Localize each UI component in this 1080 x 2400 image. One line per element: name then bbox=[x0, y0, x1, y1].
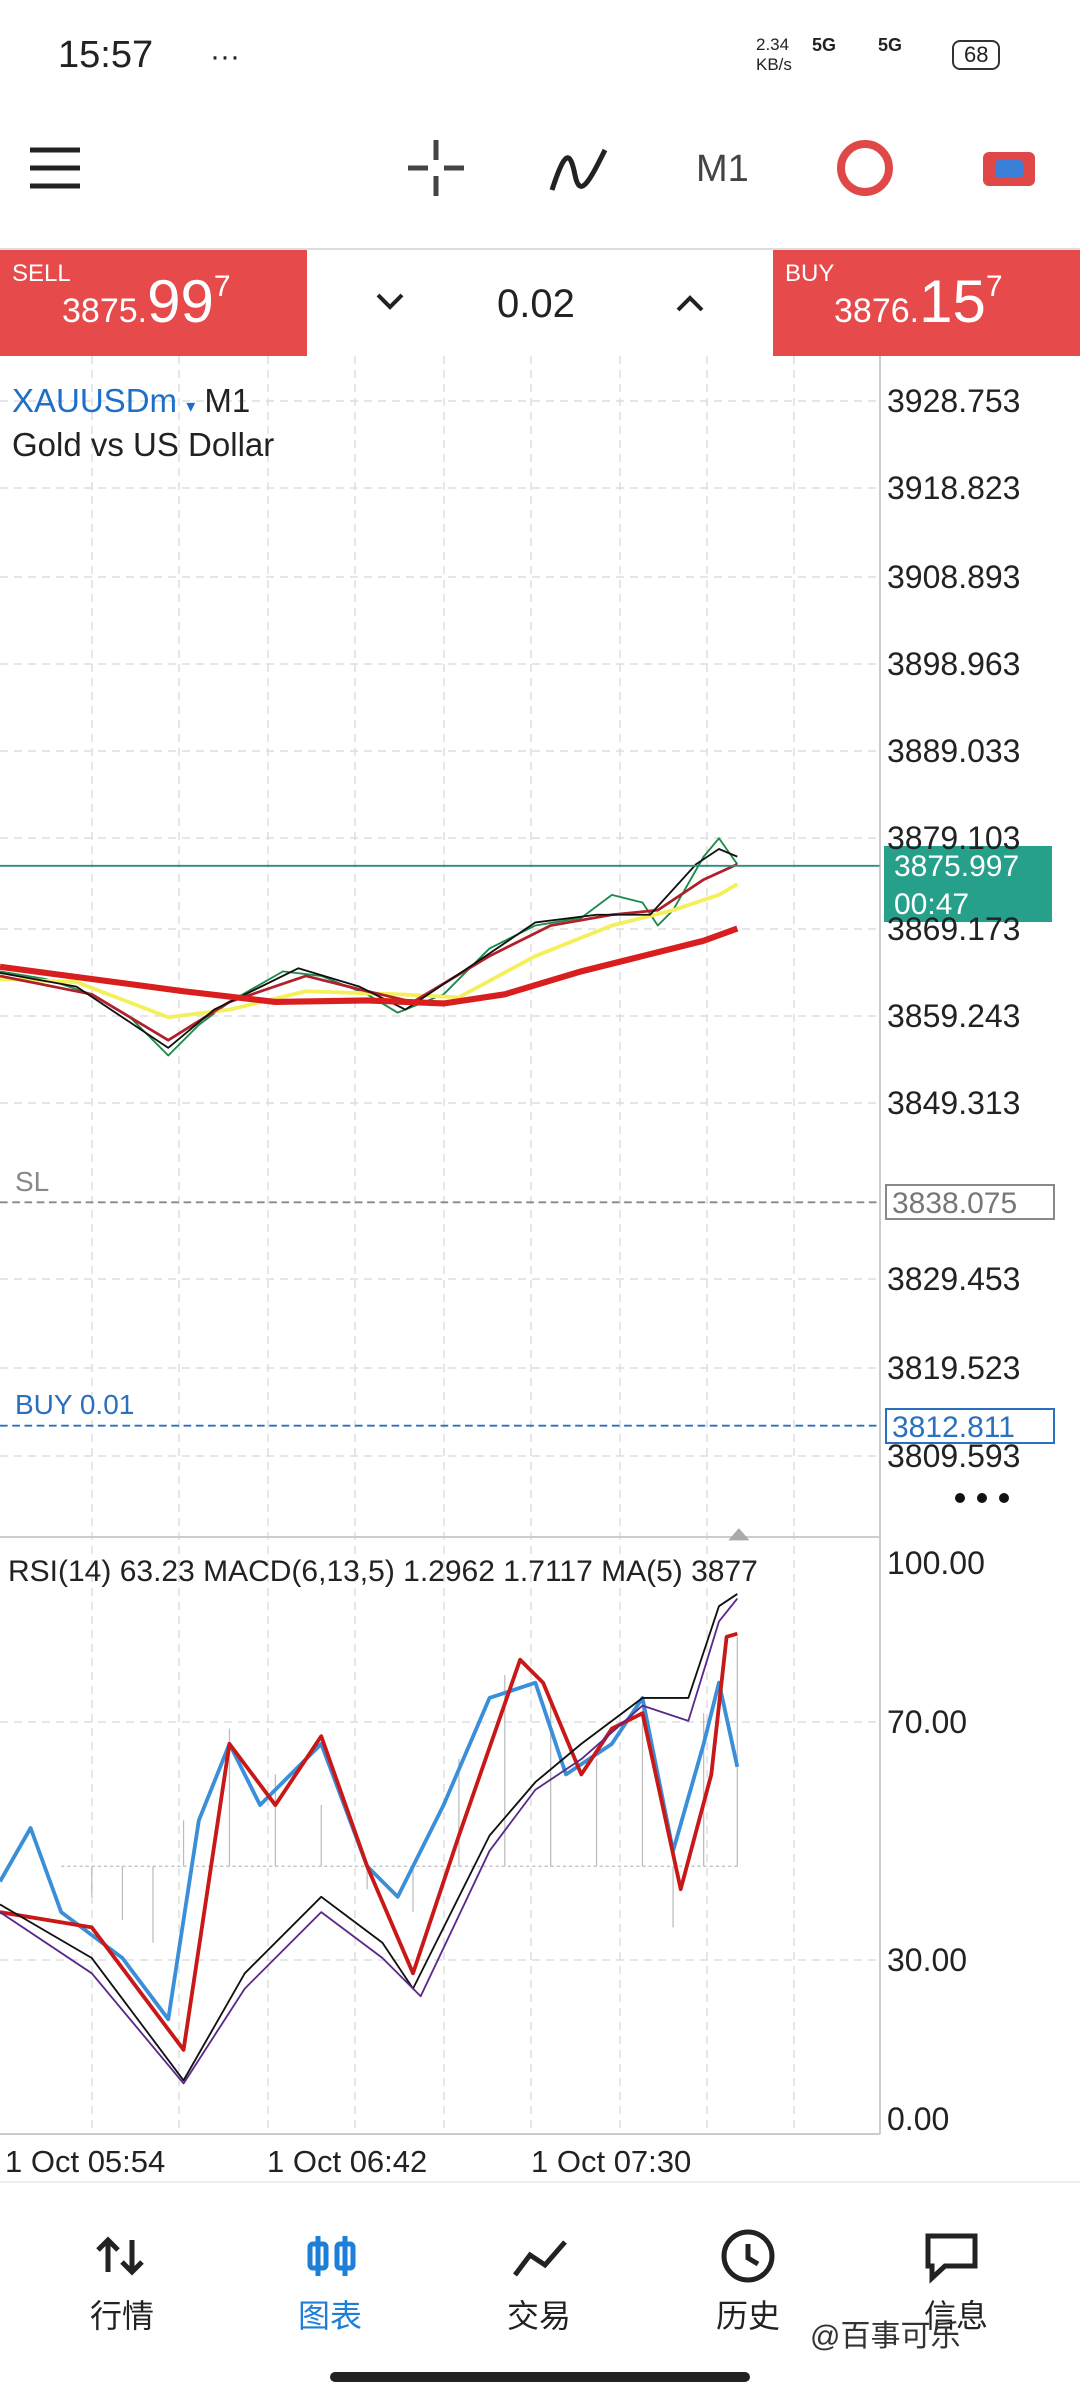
clock-icon[interactable] bbox=[837, 140, 893, 196]
rsi-line bbox=[0, 1680, 740, 2022]
indicator-axis-label: 100.00 bbox=[887, 1545, 985, 1581]
toolbar-icons bbox=[30, 140, 1035, 196]
price-axis-label: 3859.243 bbox=[887, 998, 1021, 1034]
candles bbox=[0, 837, 739, 1057]
nav-tab[interactable]: 信息 bbox=[923, 2298, 988, 2334]
price-axis-label: 3849.313 bbox=[887, 1085, 1021, 1121]
ma-line bbox=[0, 1597, 739, 2085]
watermark: @百事可乐 bbox=[810, 2320, 961, 2353]
price-axis-label: 3918.823 bbox=[887, 470, 1021, 506]
order-tag bbox=[885, 1408, 1055, 1444]
sell-price-big: 99 bbox=[147, 268, 214, 335]
sell-label: SELL bbox=[12, 260, 71, 287]
price-axis-label: 3908.893 bbox=[887, 559, 1021, 595]
battery: 68 bbox=[952, 40, 1001, 70]
price-axis-label: 3819.523 bbox=[887, 1350, 1021, 1386]
volume[interactable]: 0.02 bbox=[497, 282, 575, 326]
sl-label: SL bbox=[15, 1166, 50, 1197]
sell-button[interactable] bbox=[0, 249, 307, 356]
buy-price: 3876.157 bbox=[834, 272, 1003, 332]
sell-price-sup: 7 bbox=[213, 270, 231, 303]
price-axis-label: 3869.173 bbox=[887, 911, 1021, 947]
price-axis-label: 3809.593 bbox=[887, 1438, 1021, 1474]
ma-red bbox=[0, 863, 738, 1042]
symbol-timeframe: M1 bbox=[204, 382, 251, 419]
volume-arrows[interactable] bbox=[376, 293, 704, 312]
nav-icons bbox=[96, 2229, 978, 2284]
menu-icon[interactable] bbox=[30, 147, 80, 189]
sell-price: 3875.997 bbox=[62, 272, 231, 332]
sl-tag bbox=[885, 1184, 1055, 1220]
order-label: BUY 0.01 bbox=[15, 1389, 135, 1420]
nav-tab[interactable]: 行情 bbox=[89, 2298, 154, 2334]
sell-price-main: 3875. bbox=[62, 292, 148, 330]
nav-tab[interactable]: 交易 bbox=[506, 2298, 571, 2334]
buy-price-big: 15 bbox=[919, 268, 986, 335]
price-axis-label: 3898.963 bbox=[887, 646, 1021, 682]
symbol-description: Gold vs US Dollar bbox=[12, 426, 275, 463]
home-indicator bbox=[330, 2372, 750, 2382]
net-speed: 2.34 bbox=[756, 35, 790, 54]
time-axis-label: 1 Oct 07:30 bbox=[531, 2144, 692, 2179]
nav-tab[interactable]: 图表 bbox=[297, 2298, 362, 2334]
crosshair-icon[interactable] bbox=[408, 140, 464, 196]
toolbar-timeframe[interactable]: M1 bbox=[696, 148, 749, 190]
buy-price-sup: 7 bbox=[985, 270, 1003, 303]
indicator-icon[interactable] bbox=[549, 148, 608, 191]
symbol-name[interactable]: XAUUSDm bbox=[12, 382, 178, 419]
price-indicators bbox=[0, 837, 880, 2085]
net-speed-unit: KB/s bbox=[756, 55, 792, 74]
network-1: 5G bbox=[812, 35, 837, 55]
indicator-axis-label: 0.00 bbox=[887, 2101, 950, 2137]
time-axis-label: 1 Oct 06:42 bbox=[267, 2144, 428, 2179]
indicator-axis-label: 70.00 bbox=[887, 1704, 968, 1740]
ma-thick bbox=[0, 925, 739, 1007]
price-axis-label: 3879.103 bbox=[887, 820, 1021, 856]
nav-tab[interactable]: 历史 bbox=[715, 2298, 780, 2334]
order-price: 3812.811 bbox=[892, 1411, 1015, 1444]
ma-black bbox=[0, 848, 738, 1049]
price-axis-label: 3928.753 bbox=[887, 383, 1021, 419]
sl-price: 3838.075 bbox=[892, 1187, 1018, 1220]
price-axis-label: 3829.453 bbox=[887, 1261, 1021, 1297]
indicator-axis-label: 30.00 bbox=[887, 1942, 968, 1978]
network-2: 5G bbox=[878, 35, 903, 55]
status-time: 15:57 bbox=[58, 34, 154, 76]
symbol[interactable]: XAUUSDm ▾ M1 bbox=[12, 382, 251, 419]
ma-yellow bbox=[0, 882, 739, 1020]
current-price: 3875.997 bbox=[894, 850, 1020, 883]
macd-histogram bbox=[61, 1636, 738, 1943]
signal-line bbox=[0, 1593, 738, 2082]
more-dots[interactable] bbox=[955, 1493, 1009, 1503]
indicator-legend: RSI(14) 63.23 MACD(6,13,5) 1.2962 1.7117… bbox=[8, 1557, 758, 1587]
buy-button[interactable] bbox=[773, 249, 1080, 356]
status-more: ··· bbox=[210, 40, 240, 73]
price-axis-label: 3889.033 bbox=[887, 733, 1021, 769]
macd-line bbox=[0, 1631, 738, 2052]
countdown: 00:47 bbox=[894, 888, 970, 921]
buy-price-main: 3876. bbox=[834, 292, 920, 330]
current-price-tag bbox=[884, 846, 1052, 922]
time-axis-label: 1 Oct 05:54 bbox=[5, 2144, 166, 2179]
buy-label: BUY bbox=[785, 260, 835, 287]
